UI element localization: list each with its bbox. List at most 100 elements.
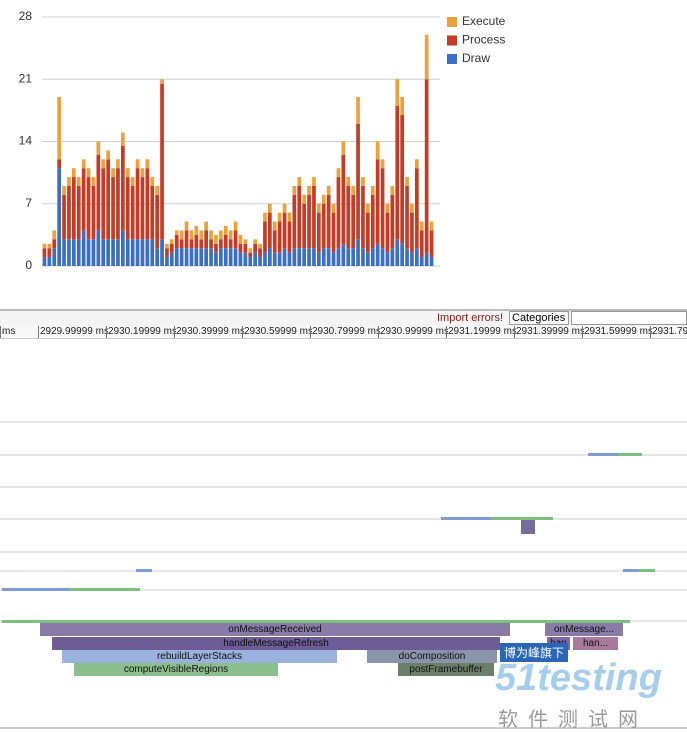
divider — [0, 309, 687, 311]
slice-mini[interactable] — [521, 520, 535, 534]
bar-segment — [150, 185, 155, 240]
slice[interactable]: computeVisibleRegions — [74, 663, 278, 676]
slice[interactable]: han... — [573, 637, 618, 650]
bar-segment — [228, 239, 233, 249]
bar-segment — [96, 141, 101, 155]
bar-segment — [228, 248, 233, 266]
bottom-border — [0, 727, 687, 729]
bar-segment — [282, 248, 287, 266]
bar-segment — [170, 239, 174, 244]
bar-segment — [130, 239, 135, 266]
bar-segment — [326, 194, 331, 249]
import-errors[interactable]: Import errors! — [437, 312, 504, 324]
bar-segment — [272, 221, 277, 231]
bar-segment — [385, 203, 390, 213]
bar-segment — [287, 212, 292, 222]
bar-segment — [204, 248, 208, 266]
bar-segment — [101, 239, 106, 266]
bar-segment — [174, 230, 179, 235]
bar-segment — [419, 257, 424, 266]
bar-segment — [155, 248, 159, 266]
bar-segment — [341, 243, 346, 266]
slice[interactable]: handleMessageRefresh — [52, 637, 500, 650]
bar-segment — [101, 168, 106, 240]
bar-segment — [86, 177, 91, 240]
bar-segment — [121, 230, 125, 266]
slice[interactable]: onMessageReceived — [40, 623, 510, 636]
bar-segment — [268, 248, 272, 266]
bar-segment — [214, 243, 218, 253]
legend-label: Execute — [462, 14, 506, 28]
bar-segment — [390, 248, 395, 266]
bar-segment — [277, 212, 282, 222]
bar-segment — [96, 154, 101, 231]
bar-segment — [179, 239, 184, 249]
bar-segment — [81, 168, 86, 231]
slice[interactable]: rebuildLayerStacks — [62, 650, 337, 663]
bar-segment — [395, 79, 400, 106]
bar-segment — [419, 230, 424, 258]
bar-segment — [106, 159, 110, 240]
bar-segment — [410, 203, 414, 213]
bar-segment — [184, 221, 189, 231]
bar-segment — [91, 177, 96, 186]
track-line — [0, 551, 687, 553]
bar-segment — [76, 177, 81, 186]
track-line — [0, 570, 687, 572]
bar-segment — [395, 239, 400, 266]
bar-segment — [307, 185, 311, 195]
categories-button[interactable]: Categories — [509, 311, 569, 325]
bar-segment — [317, 212, 321, 253]
slice[interactable]: doComposition — [367, 650, 497, 663]
bar-segment — [302, 203, 306, 249]
ruler-tick: 2930.99999 ms — [378, 326, 448, 338]
bar-segment — [160, 239, 164, 266]
bar-segment — [336, 168, 341, 178]
slice-mini[interactable] — [618, 453, 642, 456]
track-line — [0, 421, 687, 423]
slice-mini[interactable] — [2, 620, 630, 623]
bar-segment — [42, 257, 47, 266]
slice-mini[interactable] — [491, 517, 553, 520]
bar-segment — [165, 248, 169, 258]
bar-segment — [165, 257, 169, 266]
bar-segment — [233, 248, 238, 266]
bar-segment — [361, 185, 365, 249]
bar-segment — [199, 230, 204, 240]
bar-segment — [331, 212, 336, 253]
bar-segment — [125, 168, 130, 178]
bar-segment — [223, 234, 228, 249]
bar-segment — [116, 239, 120, 266]
bar-segment — [361, 248, 365, 266]
bar-segment — [111, 177, 115, 240]
bar-segment — [410, 252, 414, 266]
bar-segment — [312, 248, 316, 266]
bar-segment — [248, 248, 253, 253]
slice[interactable]: postFramebuffer — [398, 663, 494, 676]
slice-mini[interactable] — [623, 569, 639, 572]
slice-mini[interactable] — [639, 569, 655, 572]
bar-segment — [52, 230, 57, 240]
bar-segment — [125, 177, 130, 240]
bar-segment — [375, 159, 380, 244]
slice-mini[interactable] — [588, 453, 618, 456]
slice-mini[interactable] — [2, 588, 70, 591]
bar-segment — [47, 257, 52, 266]
ruler-tick: 2931.59999 ms — [582, 326, 652, 338]
bar-segment — [336, 177, 341, 249]
bar-segment — [57, 97, 61, 160]
bar-segment — [375, 141, 380, 160]
slice-mini[interactable] — [441, 517, 491, 520]
slice[interactable]: onMessage... — [545, 623, 623, 636]
bar-segment — [258, 243, 262, 249]
bar-segment — [42, 243, 47, 249]
search-box[interactable] — [571, 311, 687, 325]
bar-segment — [390, 185, 395, 195]
bar-segment — [370, 194, 375, 249]
bar-segment — [336, 248, 341, 266]
bar-segment — [67, 239, 71, 266]
slice-mini[interactable] — [136, 569, 152, 572]
slice-mini[interactable] — [70, 588, 140, 591]
bar-segment — [385, 252, 390, 266]
bar-segment — [341, 154, 346, 244]
